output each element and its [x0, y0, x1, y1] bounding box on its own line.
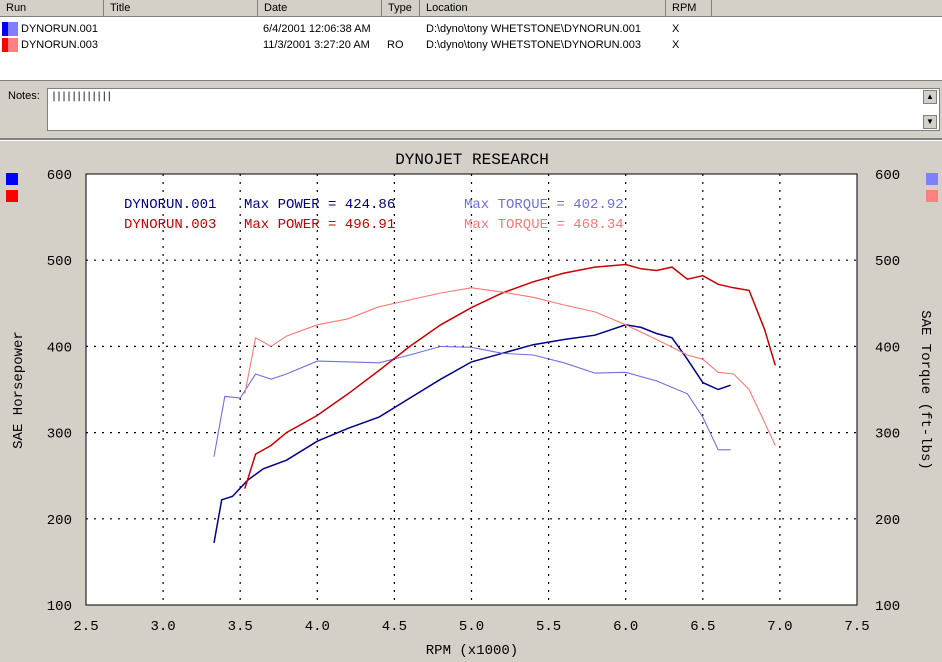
run-location: D:\dyno\tony WHETSTONE\DYNORUN.003: [426, 39, 641, 51]
chart-title: DYNOJET RESEARCH: [395, 151, 549, 169]
run-date: 6/4/2001 12:06:38 AM: [263, 23, 371, 35]
series-lines: [213, 263, 777, 544]
x-tick-label: 5.0: [459, 619, 484, 635]
run-rpm[interactable]: X: [672, 39, 680, 51]
y2-tick-label: 600: [875, 168, 900, 184]
grid-lines: [86, 174, 857, 605]
series-line-dynorun-003-power: [244, 263, 777, 489]
x-axis-label: RPM (x1000): [426, 643, 518, 659]
y-tick-label: 400: [47, 340, 72, 356]
scroll-up-arrow-icon[interactable]: ▲: [923, 90, 937, 104]
y-tick-labels: 100 100 200 200 300 300 400 400 500 500 600 600: [47, 168, 900, 615]
run-swatch-primary: [2, 38, 8, 52]
y2-tick-label: 500: [875, 254, 900, 270]
y-tick-label: 200: [47, 513, 72, 529]
run-swatch-secondary: [8, 38, 18, 52]
notes-field[interactable]: |||||||||||| ▲ ▼: [47, 88, 940, 131]
runs-table: Run Title Date Type Location RPM DYNORUN…: [0, 0, 942, 81]
x-tick-label: 7.0: [767, 619, 792, 635]
y-tick-label: 500: [47, 254, 72, 270]
col-header-location[interactable]: Location: [420, 0, 666, 17]
y2-tick-label: 300: [875, 427, 900, 443]
x-tick-label: 3.0: [150, 619, 175, 635]
x-tick-label: 7.5: [844, 619, 869, 635]
col-header-filler: [712, 0, 942, 17]
annotation-run1-power-name: DYNORUN.001: [124, 197, 216, 213]
x-tick-label: 4.0: [305, 619, 330, 635]
annotation-run2-power-name: DYNORUN.003: [124, 217, 216, 233]
run-type: RO: [387, 39, 404, 51]
y-axis-label: SAE Horsepower: [11, 331, 27, 449]
annotation-run2-torque: Max TORQUE = 468.34: [464, 217, 624, 233]
y-tick-label: 300: [47, 427, 72, 443]
legend-swatch-run1-power: [6, 173, 18, 185]
dyno-chart: DYNOJET RESEARCH 2.5 3.0 3.5 4.0 4.5 5.0 5.5 6.…: [6, 151, 938, 659]
x-tick-labels: 2.5 3.0 3.5 4.0 4.5 5.0 5.5 6.0 6.5 7.0 7.5: [73, 619, 869, 635]
x-tick-label: 3.5: [228, 619, 253, 635]
notes-label: Notes:: [8, 90, 40, 102]
y2-tick-label: 100: [875, 599, 900, 615]
legend-swatch-run2-power: [6, 190, 18, 202]
run-name: DYNORUN.001: [21, 23, 99, 35]
x-tick-label: 4.5: [382, 619, 407, 635]
annotation-run2-power: Max POWER = 496.91: [244, 217, 395, 233]
y2-tick-label: 200: [875, 513, 900, 529]
plot-area: [85, 173, 858, 606]
legend-swatch-run2-torque: [926, 190, 938, 202]
pane-divider[interactable]: [0, 138, 942, 141]
run-date: 11/3/2001 3:27:20 AM: [263, 39, 370, 51]
x-tick-label: 6.5: [690, 619, 715, 635]
x-tick-label: 5.5: [536, 619, 561, 635]
run-color-swatch: [2, 22, 18, 36]
y2-tick-label: 400: [875, 340, 900, 356]
run-rpm[interactable]: X: [672, 23, 680, 35]
run-swatch-primary: [2, 22, 8, 36]
notes-value: ||||||||||||: [51, 91, 112, 102]
series-line-dynorun-003-torque: [244, 287, 776, 446]
run-color-swatch: [2, 38, 18, 52]
col-header-title[interactable]: Title: [104, 0, 258, 17]
annotation-run1-power: Max POWER = 424.86: [244, 197, 395, 213]
y2-axis-label: SAE Torque (ft-lbs): [917, 310, 933, 470]
annotation-run1-torque: Max TORQUE = 402.92: [464, 197, 624, 213]
series-line-dynorun-001-torque: [213, 345, 731, 457]
run-name: DYNORUN.003: [21, 39, 99, 51]
series-line-dynorun-001-power: [213, 324, 731, 544]
scroll-down-arrow-icon[interactable]: ▼: [923, 115, 937, 129]
col-header-date[interactable]: Date: [258, 0, 382, 17]
col-header-rpm[interactable]: RPM: [666, 0, 712, 17]
col-header-run[interactable]: Run: [0, 0, 104, 17]
x-tick-label: 6.0: [613, 619, 638, 635]
x-tick-label: 2.5: [73, 619, 98, 635]
y-tick-label: 600: [47, 168, 72, 184]
col-header-type[interactable]: Type: [382, 0, 420, 17]
y-tick-label: 100: [47, 599, 72, 615]
legend-swatch-run1-torque: [926, 173, 938, 185]
run-location: D:\dyno\tony WHETSTONE\DYNORUN.001: [426, 23, 641, 35]
run-swatch-secondary: [8, 22, 18, 36]
